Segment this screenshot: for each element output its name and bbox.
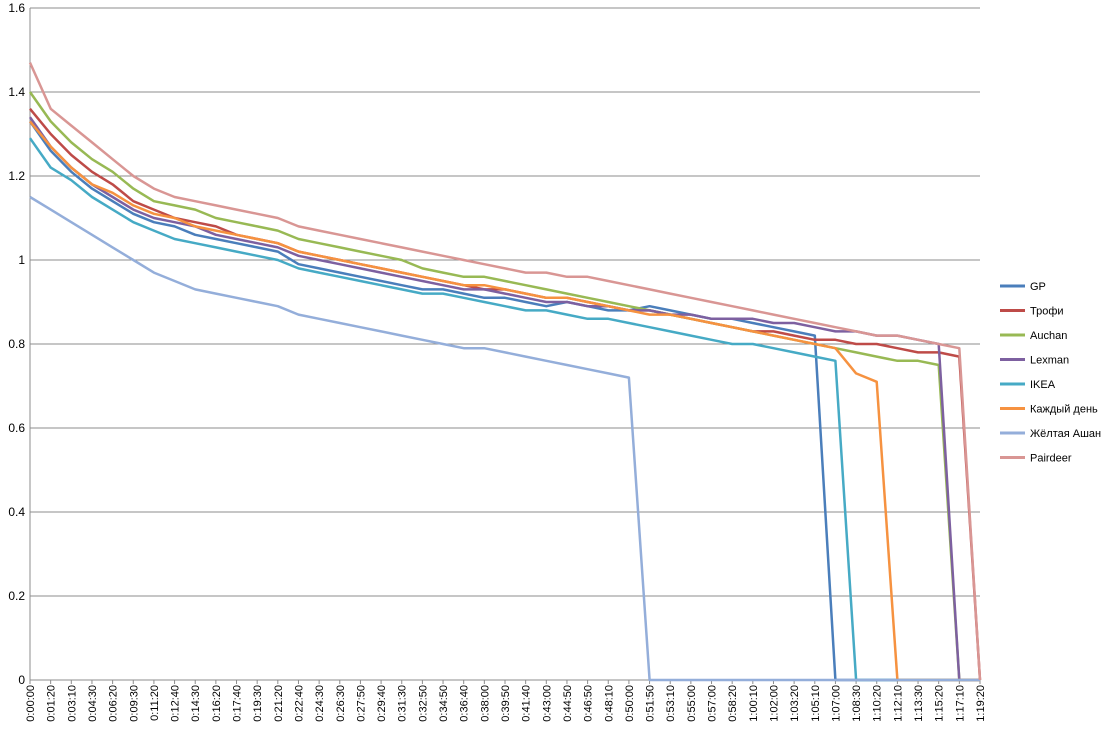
x-tick-label: 0:09:30	[128, 685, 140, 722]
x-tick-label: 0:29:40	[376, 685, 388, 722]
legend-label: Auchan	[1030, 330, 1067, 342]
x-tick-label: 0:04:30	[87, 685, 99, 722]
x-tick-label: 0:36:40	[459, 685, 471, 722]
x-tick-label: 0:27:50	[355, 685, 367, 722]
legend-label: GP	[1030, 281, 1046, 293]
legend-label: Pairdeer	[1030, 453, 1072, 465]
x-tick-label: 0:03:10	[66, 685, 78, 722]
x-tick-label: 0:12:40	[170, 685, 182, 722]
x-tick-label: 1:10:20	[872, 685, 884, 722]
x-tick-label: 0:16:20	[211, 685, 223, 722]
x-tick-label: 0:01:20	[46, 685, 58, 722]
x-tick-label: 0:19:30	[252, 685, 264, 722]
y-tick-label: 1.6	[8, 1, 25, 15]
x-tick-label: 1:02:00	[768, 685, 780, 722]
x-tick-label: 0:11:20	[149, 685, 161, 721]
x-tick-label: 0:14:30	[190, 685, 202, 722]
x-tick-label: 1:15:20	[934, 685, 946, 722]
x-tick-label: 1:03:20	[789, 685, 801, 722]
x-tick-label: 0:26:30	[335, 685, 347, 722]
y-tick-label: 0	[18, 673, 25, 687]
series-line-6	[29, 195, 980, 682]
x-tick-label: 0:39:50	[500, 685, 512, 722]
x-tick-label: 0:24:30	[314, 685, 326, 722]
x-tick-label: 0:55:00	[686, 685, 698, 722]
x-tick-label: 0:34:50	[438, 685, 450, 722]
legend: GP Трофи Auchan Lexman IKEA Каждый день Жёлтая…	[1000, 281, 1101, 465]
legend-label: Трофи	[1030, 306, 1064, 318]
y-tick-label: 1.2	[8, 169, 25, 183]
x-tick-label: 0:21:20	[273, 685, 285, 722]
y-tick-label: 1.4	[8, 85, 25, 99]
y-tick-label: 1	[18, 253, 25, 267]
x-tick-label: 0:22:40	[293, 685, 305, 722]
x-tick-label: 0:58:20	[727, 685, 739, 722]
series-line-5	[29, 120, 980, 682]
legend-label: IKEA	[1030, 379, 1056, 391]
series-lines	[28, 62, 982, 682]
gridlines	[29, 7, 980, 681]
x-tick-label: 1:05:10	[810, 685, 822, 722]
legend-label: Lexman	[1030, 355, 1069, 367]
x-tick-label: 1:08:30	[851, 685, 863, 722]
x-tick-label: 0:00:00	[25, 685, 37, 722]
series-line-4	[28, 137, 980, 682]
x-tick-label: 0:48:10	[603, 685, 615, 722]
x-tick-label: 0:31:30	[397, 685, 409, 722]
x-tick-label: 0:43:00	[541, 685, 553, 722]
series-line-3	[28, 116, 980, 682]
x-tick-label: 0:51:50	[645, 685, 657, 722]
series-line-7	[28, 62, 982, 681]
x-tick-label: 1:17:10	[954, 685, 966, 722]
x-tick-label: 1:19:20	[975, 685, 987, 722]
x-tick-label: 1:13:30	[913, 685, 925, 722]
x-tick-label: 0:44:50	[562, 685, 574, 722]
y-tick-label: 0.4	[8, 505, 25, 519]
y-tick-label: 0.2	[8, 589, 25, 603]
x-tick-label: 0:32:50	[417, 685, 429, 722]
series-line-0	[28, 120, 980, 682]
y-tick-label: 0.6	[8, 421, 25, 435]
x-tick-label: 0:50:00	[624, 685, 636, 722]
x-tick-label: 0:38:00	[479, 685, 491, 722]
x-tick-label: 0:06:20	[108, 685, 120, 722]
x-tick-label: 1:00:10	[748, 685, 760, 722]
x-tick-label: 0:46:50	[583, 685, 595, 722]
x-tick-label: 0:57:00	[707, 685, 719, 722]
x-tick-label: 1:12:10	[892, 685, 904, 722]
legend-label: Жёлтая Ашан	[1030, 428, 1101, 440]
x-tick-label: 0:41:40	[521, 685, 533, 722]
x-axis-ticks: 0:00:00 0:01:20 0:03:10 0:04:30 0:06:20 0:09:…	[25, 680, 987, 722]
y-tick-label: 0.8	[8, 337, 25, 351]
x-tick-label: 1:07:00	[830, 685, 842, 722]
y-axis-ticks: 0 0.2 0.4 0.6 0.8 1 1.2 1.4 1.6	[8, 1, 25, 687]
x-tick-label: 0:53:10	[665, 685, 677, 722]
x-tick-label: 0:17:40	[232, 685, 244, 722]
legend-label: Каждый день	[1030, 404, 1098, 416]
